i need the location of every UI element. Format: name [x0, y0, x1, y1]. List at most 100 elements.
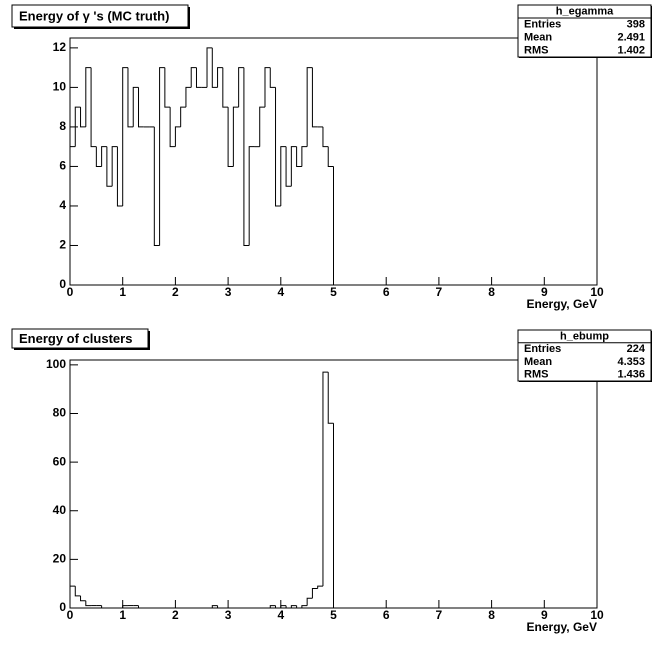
histogram-bin — [275, 605, 281, 609]
y-tick-label: 2 — [59, 238, 66, 252]
histogram-bin — [132, 86, 139, 127]
histogram-bin — [269, 605, 276, 608]
chart-title: Energy of γ 's (MC truth) — [19, 8, 169, 23]
stats-box — [517, 329, 652, 382]
stats-value: 1.402 — [617, 44, 645, 56]
histogram-bin — [317, 585, 323, 589]
histogram-bin — [285, 605, 292, 609]
x-tick-label: 7 — [436, 608, 443, 622]
stats-label: Mean — [524, 31, 552, 43]
histogram-bin — [264, 67, 271, 108]
histogram-bin — [306, 597, 313, 606]
x-tick-label: 4 — [277, 608, 284, 622]
histogram-bin — [248, 146, 255, 246]
histogram-bin — [301, 605, 308, 608]
x-tick-label: 7 — [436, 285, 443, 299]
histogram-bin — [211, 47, 218, 88]
histogram-bin — [85, 600, 92, 607]
y-tick-label: 6 — [59, 159, 66, 173]
histogram-bin — [127, 67, 134, 128]
stats-label: Entries — [524, 343, 561, 355]
stats-name: h_ebump — [560, 330, 609, 342]
histogram-bin — [280, 146, 287, 206]
histogram-bin — [306, 67, 313, 147]
histogram-bin — [275, 87, 281, 207]
y-tick-label: 10 — [53, 80, 67, 94]
x-tick-label: 9 — [541, 608, 548, 622]
stats-label: RMS — [524, 369, 548, 381]
histogram-bin — [111, 146, 118, 187]
histogram-bin — [122, 605, 128, 608]
y-tick-label: 4 — [59, 198, 66, 212]
stats-label: Mean — [524, 356, 552, 368]
y-tick-label: 60 — [53, 454, 67, 468]
histogram-bin — [269, 67, 276, 88]
histogram-bin — [217, 67, 223, 88]
histogram-bin — [290, 605, 297, 608]
histogram-bin — [232, 106, 239, 167]
histogram-bin — [180, 106, 186, 127]
title-box — [11, 4, 189, 28]
histogram-bin — [333, 166, 339, 286]
x-tick-label: 8 — [488, 608, 495, 622]
histogram-bin — [185, 86, 192, 108]
histogram-bin — [90, 67, 97, 148]
x-tick-label: 5 — [330, 285, 337, 299]
histogram-bin — [285, 146, 292, 187]
histogram-bin — [159, 67, 165, 246]
histogram-bin — [206, 47, 213, 88]
x-tick-label: 6 — [383, 608, 390, 622]
x-tick-label: 10 — [590, 285, 604, 299]
histogram-bin — [106, 146, 113, 187]
histogram-bin — [327, 372, 334, 424]
x-tick-label: 5 — [330, 608, 337, 622]
histogram-bin — [74, 586, 81, 597]
histogram-bin — [296, 146, 302, 167]
histogram-bin — [138, 605, 144, 609]
histogram-bin — [101, 146, 107, 167]
x-axis-label: Energy, GeV — [527, 620, 597, 634]
x-tick-label: 2 — [172, 608, 179, 622]
histogram-bin — [74, 106, 81, 147]
stats-label: Entries — [524, 18, 561, 30]
histogram-bin — [80, 107, 86, 128]
histogram-bin — [95, 146, 102, 167]
histogram-bin — [138, 87, 144, 128]
title-box — [11, 328, 149, 349]
y-tick-label: 0 — [59, 600, 66, 614]
histogram-bin — [222, 67, 229, 108]
y-tick-label: 20 — [53, 552, 67, 566]
histogram-bin — [301, 146, 308, 167]
x-axis-label: Energy, GeV — [527, 297, 597, 311]
histogram-bin — [195, 67, 202, 88]
stats-box — [517, 4, 652, 58]
histogram-bin — [290, 146, 297, 187]
stats-name: h_egamma — [556, 5, 614, 17]
histogram-bin — [169, 107, 176, 148]
histogram-bin — [69, 146, 76, 285]
histogram-bin — [327, 146, 334, 167]
histogram-bin — [211, 605, 218, 608]
histogram-bin — [296, 605, 302, 609]
x-tick-label: 2 — [172, 285, 179, 299]
x-tick-label: 0 — [67, 285, 74, 299]
histogram-bin — [227, 107, 234, 167]
histogram-bin — [80, 595, 86, 602]
histogram-bin — [116, 146, 123, 207]
histogram-bin — [238, 67, 244, 108]
y-tick-label: 80 — [53, 406, 67, 420]
stats-value: 4.353 — [617, 356, 645, 368]
histogram-bin — [217, 605, 223, 609]
stats-value: 2.491 — [617, 31, 645, 43]
stats-value: 398 — [627, 18, 645, 30]
histogram-bin — [322, 371, 329, 587]
histogram-bin — [311, 588, 318, 599]
histogram-bin — [174, 126, 181, 147]
stats-value: 224 — [627, 343, 646, 355]
histogram-bin — [153, 126, 160, 246]
histogram-bin — [190, 67, 197, 88]
histogram-bin — [333, 423, 339, 609]
histogram-bin — [311, 67, 318, 128]
